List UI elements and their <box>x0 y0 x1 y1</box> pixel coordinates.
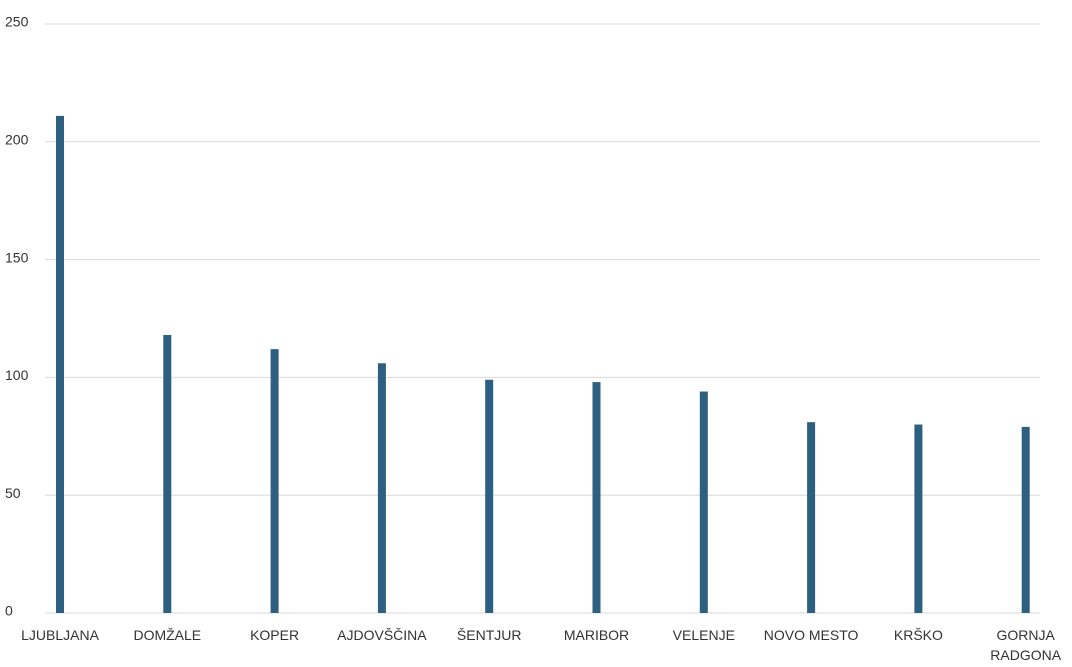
x-tick-label: MARIBOR <box>563 627 630 643</box>
bar <box>163 334 172 613</box>
bar <box>807 422 816 613</box>
x-tick-label: AJDOVŠČINA <box>337 627 427 643</box>
x-tick-label: KOPER <box>250 627 300 643</box>
y-tick-label: 250 <box>5 14 29 30</box>
x-tick-label: GORNJA RADGONA <box>990 627 1062 663</box>
x-tick-label: NOVO MESTO <box>763 627 859 643</box>
y-tick-label: 150 <box>5 249 29 265</box>
bar <box>485 379 494 613</box>
x-tick-label: KRŠKO <box>893 627 943 643</box>
bar <box>592 382 601 613</box>
bar <box>56 115 64 613</box>
bar <box>377 363 386 613</box>
y-tick-label: 100 <box>5 367 29 383</box>
y-tick-label: 200 <box>5 132 29 148</box>
bar <box>1021 426 1030 613</box>
x-tick-label: DOMŽALE <box>133 627 202 643</box>
bar <box>270 349 279 613</box>
y-tick-label: 50 <box>5 485 21 501</box>
bar <box>699 391 708 613</box>
x-tick-label: LJUBLJANA <box>21 627 99 643</box>
x-tick-label: VELENJE <box>672 627 735 643</box>
x-tick-label: ŠENTJUR <box>456 627 522 643</box>
y-tick-label: 0 <box>5 603 13 619</box>
bar <box>914 424 923 613</box>
